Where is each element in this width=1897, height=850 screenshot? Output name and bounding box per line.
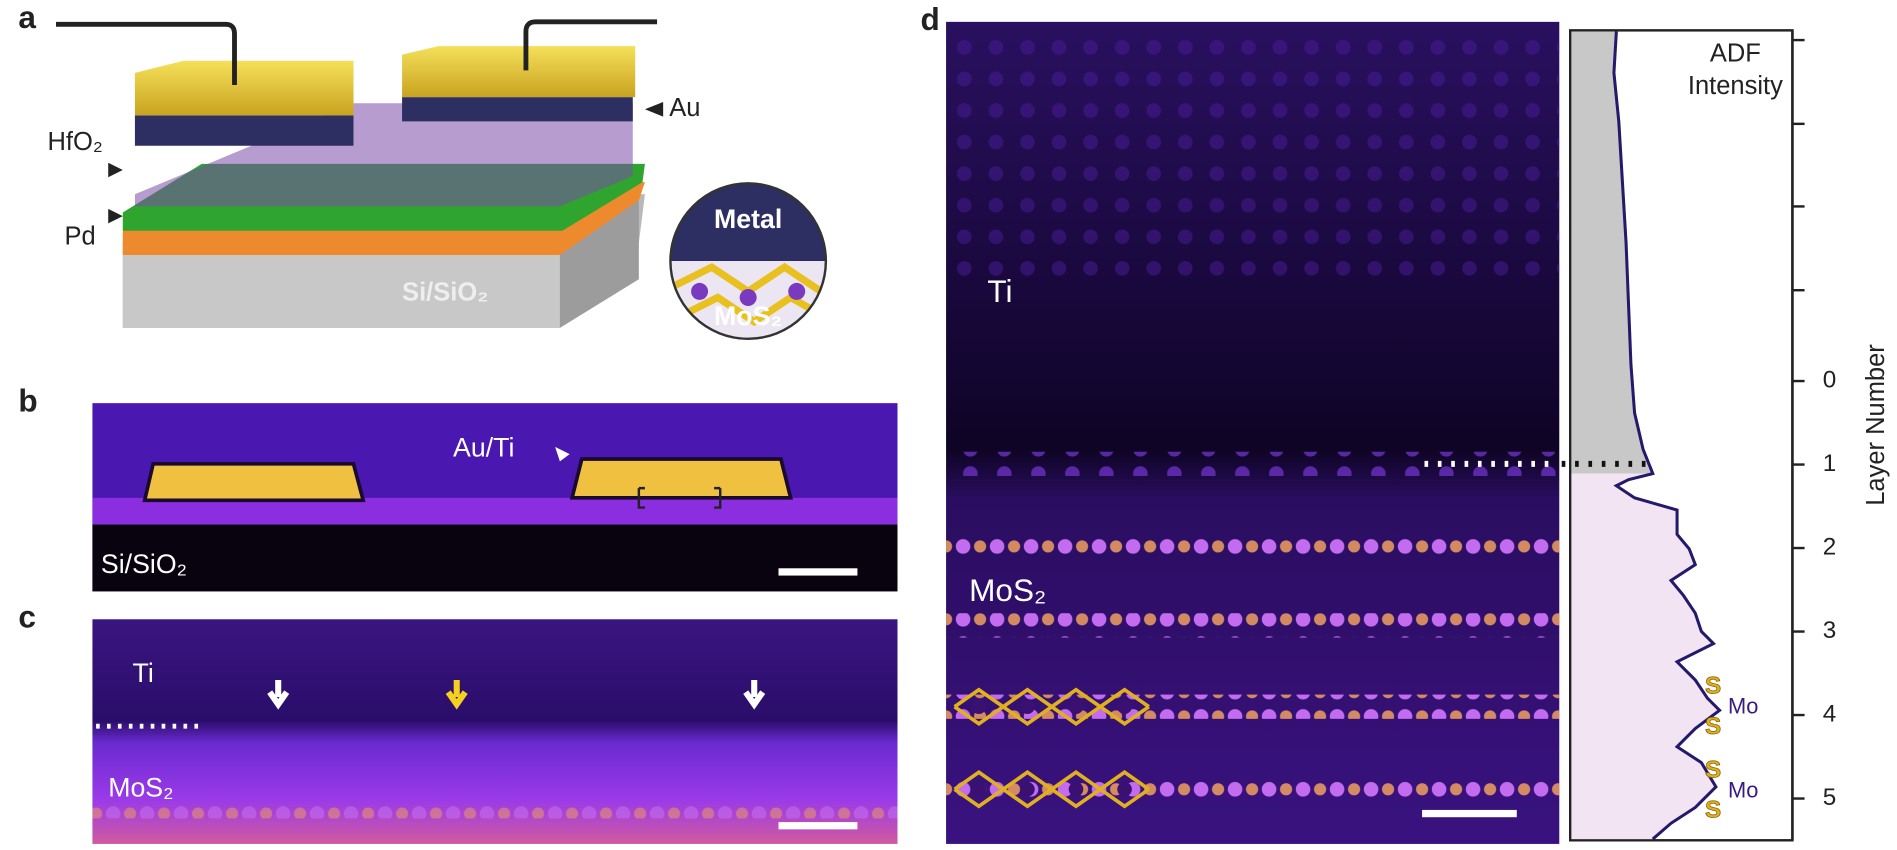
profile-title: ADF	[1710, 39, 1761, 67]
inset-border	[669, 182, 828, 340]
stem-image-d	[946, 21, 1560, 844]
label-metal: Metal	[714, 204, 782, 234]
tick-label: 3	[1823, 617, 1837, 644]
intensity-profile	[1561, 29, 1805, 842]
profile-title: Intensity	[1688, 72, 1783, 100]
atom-label: S	[1705, 673, 1721, 700]
label-contact: Au/Ti	[453, 432, 514, 462]
tick-label: 2	[1823, 533, 1837, 560]
tick-label: 1	[1823, 450, 1837, 477]
label-au: Au	[669, 94, 700, 122]
label-ti: Ti	[987, 273, 1012, 309]
label-hfo2: HfO₂	[48, 128, 103, 156]
label-substrate: Si/SiO₂	[101, 549, 187, 579]
panel-label: d	[921, 1, 940, 37]
panel-label: c	[18, 599, 36, 635]
label-mos2: MoS₂	[108, 772, 173, 802]
atom-label: S	[1705, 756, 1721, 783]
label-mos2: MoS₂	[969, 572, 1046, 608]
atom-label: S	[1705, 713, 1721, 740]
tick-label: 4	[1823, 700, 1837, 727]
tick-label: 5	[1823, 784, 1837, 811]
label-mos2: MoS₂	[714, 301, 782, 331]
label-substrate: Si/SiO₂	[402, 279, 488, 307]
panel-label: a	[18, 0, 36, 35]
label-ti: Ti	[133, 658, 154, 688]
atom-label: S	[1705, 797, 1721, 824]
atom-label: Mo	[1728, 694, 1758, 719]
sem-image-b	[92, 403, 898, 592]
device-illustration	[56, 19, 664, 328]
panel-label: b	[18, 382, 37, 418]
tick-label: 0	[1823, 366, 1837, 393]
atom-label: Mo	[1728, 777, 1758, 802]
axis-title: Layer Number	[1862, 344, 1890, 506]
stem-image-c	[92, 619, 898, 844]
label-pd: Pd	[65, 223, 96, 251]
